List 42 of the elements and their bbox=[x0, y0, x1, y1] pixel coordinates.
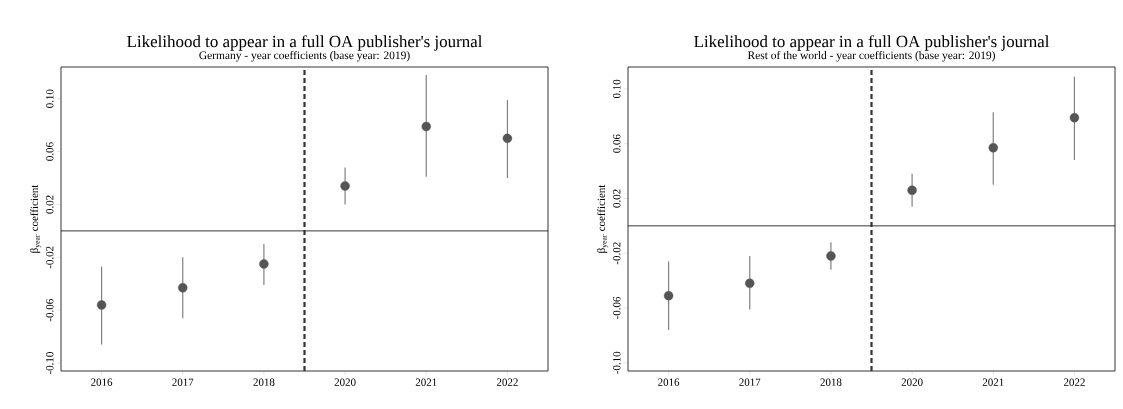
point bbox=[96, 300, 107, 310]
x-tick-label: 2021 bbox=[415, 378, 437, 386]
x-tick-label: 2022 bbox=[496, 378, 518, 386]
x-tick-label: 2017 bbox=[739, 378, 761, 386]
point bbox=[745, 278, 755, 289]
point bbox=[340, 181, 350, 191]
point bbox=[663, 290, 674, 301]
point bbox=[1069, 112, 1080, 123]
y-tick-label: -0.02 bbox=[613, 242, 621, 265]
point bbox=[502, 133, 513, 144]
chart-subtitle: Rest of the world - year coefficients (base year: 2019) bbox=[747, 50, 995, 62]
x-tick-label: 2020 bbox=[334, 378, 356, 386]
point bbox=[826, 251, 836, 261]
y-tick-label: 0.02 bbox=[613, 189, 621, 208]
x-tick-label: 2016 bbox=[91, 378, 113, 386]
y-tick-label: -0.10 bbox=[46, 352, 54, 375]
point bbox=[259, 259, 269, 269]
y-axis-title: β$_{year}$ coefficient bbox=[30, 184, 42, 253]
y-tick-label: 0.02 bbox=[46, 195, 54, 214]
chart-title: Likelihood to appear in a full OA publisher's journal bbox=[694, 35, 1050, 51]
x-tick-label: 2018 bbox=[820, 378, 842, 386]
x-tick-label: 2016 bbox=[658, 378, 680, 386]
chart-subtitle: Germany - year coefficients (base year: 2019) bbox=[199, 50, 410, 62]
x-tick-label: 2020 bbox=[901, 378, 923, 386]
y-tick-label: -0.06 bbox=[613, 296, 621, 320]
x-tick-label: 2022 bbox=[1063, 378, 1085, 386]
point bbox=[421, 121, 431, 132]
y-tick-label: -0.02 bbox=[46, 246, 54, 269]
y-tick-label: -0.06 bbox=[46, 299, 54, 322]
point bbox=[907, 185, 917, 195]
y-axis-title: β$_{year}$ coefficient bbox=[597, 184, 609, 253]
x-tick-label: 2017 bbox=[172, 378, 194, 386]
y-tick-label: 0.06 bbox=[46, 142, 54, 161]
chart-title: Likelihood to appear in a full OA publisher's journal bbox=[127, 35, 483, 51]
y-tick-label: -0.10 bbox=[613, 351, 621, 374]
y-tick-label: 0.10 bbox=[613, 79, 621, 99]
point bbox=[988, 143, 998, 153]
y-tick-label: 0.06 bbox=[613, 134, 621, 153]
point bbox=[178, 283, 188, 293]
x-tick-label: 2018 bbox=[253, 378, 275, 386]
x-tick-label: 2021 bbox=[982, 378, 1004, 386]
y-tick-label: 0.10 bbox=[46, 89, 54, 108]
